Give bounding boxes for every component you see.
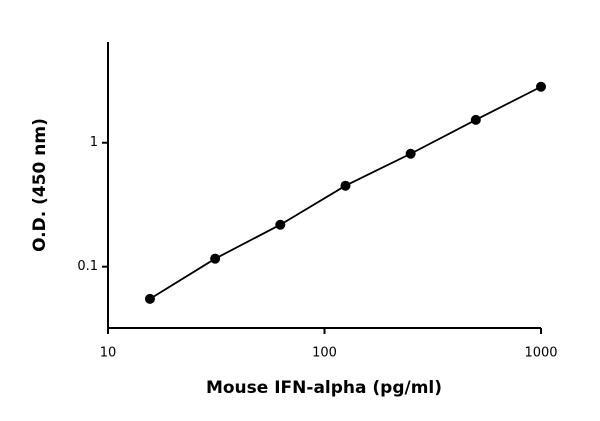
data-point xyxy=(210,253,221,264)
data-point xyxy=(405,148,416,159)
data-point xyxy=(470,114,481,125)
data-point xyxy=(536,81,546,92)
x-axis-title: Mouse IFN-alpha (pg/ml) xyxy=(206,378,442,398)
data-point xyxy=(340,180,351,191)
y-tick-label: 0.1 xyxy=(77,259,98,274)
fit-line xyxy=(149,85,542,300)
x-tick-label: 10 xyxy=(100,346,117,361)
data-point xyxy=(275,219,286,230)
x-tick-label: 1000 xyxy=(524,346,557,361)
x-tick-label: 100 xyxy=(312,346,337,361)
y-tick-label: 1 xyxy=(90,135,98,150)
data-point xyxy=(144,293,155,304)
y-axis-title: O.D. (450 nm) xyxy=(30,118,50,252)
